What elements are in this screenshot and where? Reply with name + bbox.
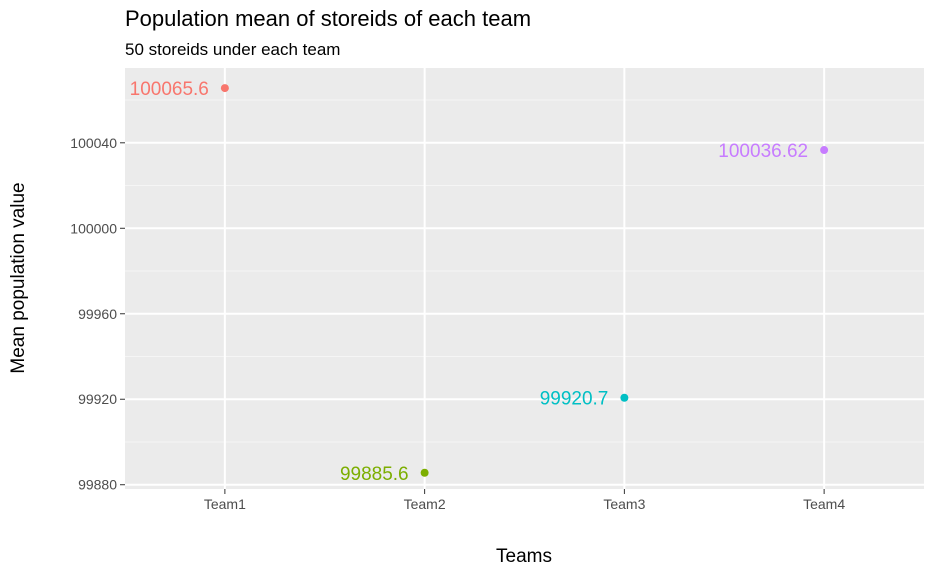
y-tick-label: 99960	[78, 306, 117, 322]
x-tick-label: Team4	[803, 496, 845, 512]
axis-ticks	[120, 142, 825, 494]
y-tick-label: 100000	[70, 220, 117, 236]
chart-title: Population mean of storeids of each team	[125, 6, 531, 31]
x-tick-label: Team3	[603, 496, 645, 512]
x-axis-title: Teams	[496, 546, 552, 567]
data-point	[820, 146, 829, 155]
data-point	[420, 468, 429, 477]
y-axis-title: Mean population value	[8, 182, 29, 373]
y-tick-label: 100040	[70, 135, 117, 151]
y-tick-label: 99880	[78, 477, 117, 493]
data-points	[220, 84, 829, 477]
data-label: 99885.6	[340, 464, 409, 485]
x-tick-label: Team1	[204, 496, 246, 512]
data-label: 100065.6	[130, 79, 209, 100]
x-tick-label: Team2	[404, 496, 446, 512]
chart-subtitle: 50 storeids under each team	[125, 40, 340, 59]
data-point	[220, 84, 229, 93]
y-tick-label: 99920	[78, 391, 117, 407]
data-labels: 100065.6 99885.6 99920.7 100036.62	[130, 79, 809, 485]
minor-gridlines	[125, 99, 924, 443]
major-gridlines	[125, 68, 924, 489]
data-label: 100036.62	[718, 141, 808, 162]
plot-panel	[125, 68, 924, 489]
axis-tick-labels: 99880 99920 99960 100000 100040 Team1 Team2 Tea…	[70, 135, 845, 512]
data-point	[620, 393, 629, 402]
data-label: 99920.7	[540, 389, 609, 410]
